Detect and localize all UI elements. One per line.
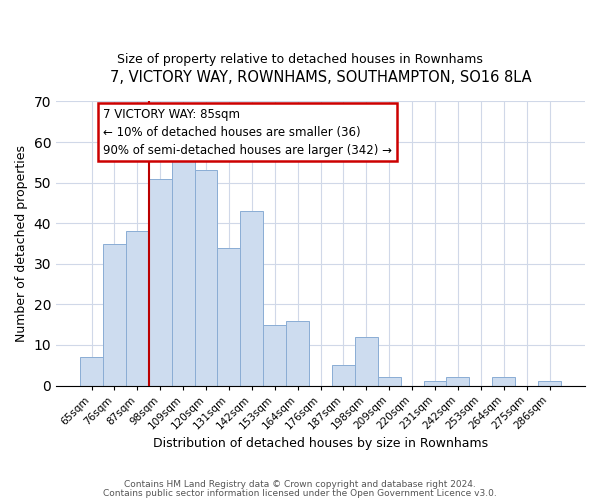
Bar	[241, 211, 263, 386]
Bar	[332, 366, 355, 386]
Bar	[217, 248, 241, 386]
Bar	[446, 378, 469, 386]
Text: Size of property relative to detached houses in Rownhams: Size of property relative to detached ho…	[117, 52, 483, 66]
Bar	[538, 382, 561, 386]
Text: Contains HM Land Registry data © Crown copyright and database right 2024.: Contains HM Land Registry data © Crown c…	[124, 480, 476, 489]
Y-axis label: Number of detached properties: Number of detached properties	[15, 145, 28, 342]
Bar	[378, 378, 401, 386]
Bar	[194, 170, 217, 386]
Bar	[172, 158, 194, 386]
Bar	[355, 337, 378, 386]
Bar	[126, 232, 149, 386]
Bar	[263, 324, 286, 386]
X-axis label: Distribution of detached houses by size in Rownhams: Distribution of detached houses by size …	[153, 437, 488, 450]
Bar	[149, 178, 172, 386]
Bar	[424, 382, 446, 386]
Title: 7, VICTORY WAY, ROWNHAMS, SOUTHAMPTON, SO16 8LA: 7, VICTORY WAY, ROWNHAMS, SOUTHAMPTON, S…	[110, 70, 532, 85]
Bar	[492, 378, 515, 386]
Bar	[103, 244, 126, 386]
Text: 7 VICTORY WAY: 85sqm
← 10% of detached houses are smaller (36)
90% of semi-detac: 7 VICTORY WAY: 85sqm ← 10% of detached h…	[103, 108, 392, 156]
Text: Contains public sector information licensed under the Open Government Licence v3: Contains public sector information licen…	[103, 488, 497, 498]
Bar	[80, 357, 103, 386]
Bar	[286, 320, 309, 386]
